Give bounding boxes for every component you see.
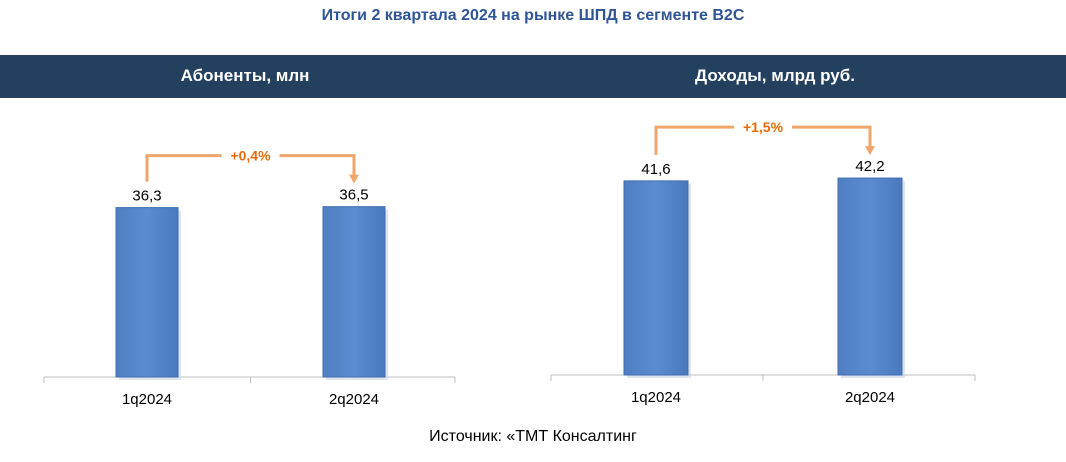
change-label-bg	[734, 117, 792, 138]
data-label: 41,6	[641, 161, 670, 178]
change-label: +1,5%	[743, 119, 784, 135]
category-label: 2q2024	[845, 389, 895, 406]
bar	[115, 207, 179, 378]
charts-area: 36,3 1q2024 36,5 2q2024 +0,4% 41,6 1q2024 42,2 2…	[43, 117, 976, 408]
change-label: +0,4%	[230, 148, 271, 164]
bar	[623, 180, 689, 376]
page-title: Итоги 2 квартала 2024 на рынке ШПД в сег…	[321, 7, 745, 24]
header-banner	[0, 55, 1066, 98]
data-label: 36,5	[339, 187, 368, 204]
data-label: 36,3	[132, 188, 161, 205]
bar	[322, 206, 386, 378]
category-label: 2q2024	[329, 391, 379, 408]
change-arrow-head	[865, 146, 875, 156]
source-note: Источник: «ТМТ Консалтинг	[429, 428, 637, 445]
change-label-bg	[221, 145, 280, 166]
category-label: 1q2024	[631, 389, 681, 406]
chart-title-revenue: Доходы, млрд руб.	[695, 66, 855, 85]
change-arrow-head	[349, 174, 359, 184]
chart-title-subscribers: Абоненты, млн	[180, 66, 310, 85]
category-label: 1q2024	[122, 391, 172, 408]
data-label: 42,2	[855, 158, 884, 175]
bar	[837, 177, 903, 376]
